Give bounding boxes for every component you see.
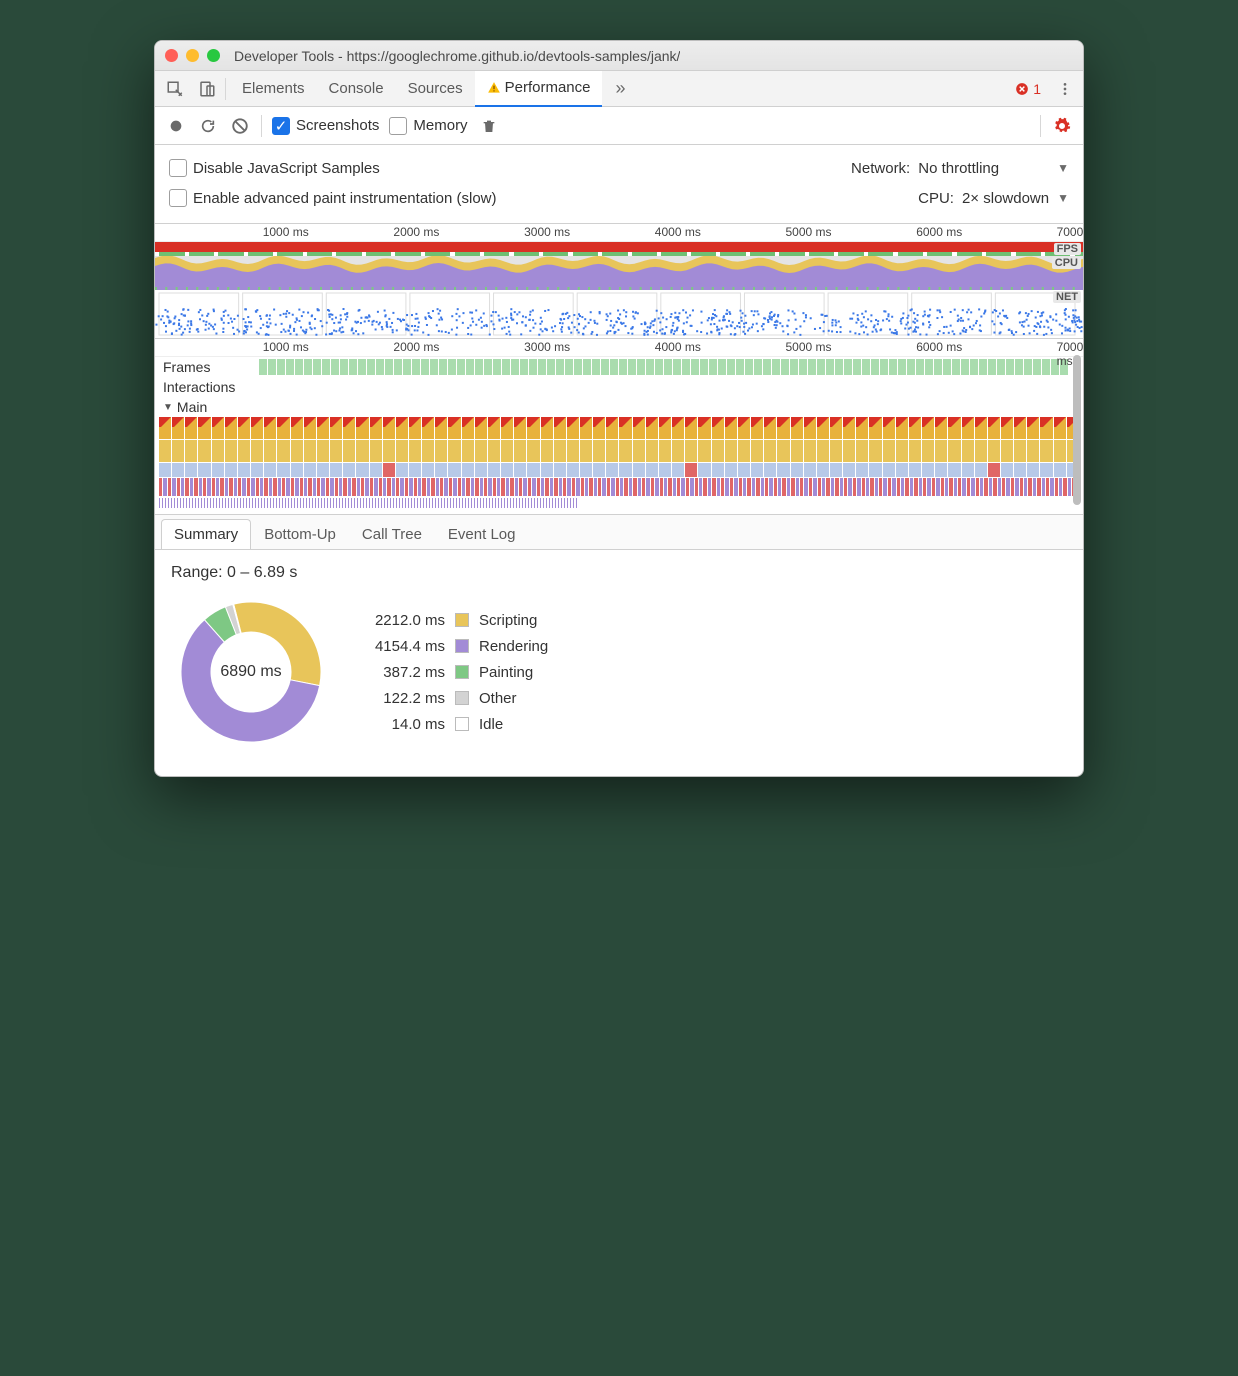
frames-row: Frames	[155, 357, 1083, 377]
cpu-label: CPU	[1052, 257, 1081, 269]
overview-ruler: 1000 ms2000 ms3000 ms4000 ms5000 ms6000 …	[155, 224, 1083, 242]
dropdown-value: 2× slowdown	[962, 190, 1049, 207]
checkbox-icon: ✓	[272, 117, 290, 135]
legend-row: 14.0 msIdle	[355, 711, 548, 737]
inspect-element-icon[interactable]	[161, 75, 189, 103]
dropdown-value: No throttling	[918, 160, 999, 177]
tab-elements[interactable]: Elements	[230, 71, 317, 107]
details-tab-call-tree[interactable]: Call Tree	[349, 519, 435, 549]
perf-toolbar: ✓ Screenshots Memory	[155, 107, 1083, 145]
network-throttling-dropdown[interactable]: No throttling ▼	[918, 160, 1069, 177]
chevron-down-icon: ▼	[1057, 161, 1069, 175]
screenshots-checkbox[interactable]: ✓ Screenshots	[272, 117, 379, 135]
summary-legend: 2212.0 msScripting4154.4 msRendering387.…	[355, 607, 548, 737]
legend-row: 122.2 msOther	[355, 685, 548, 711]
devtools-tabstrip: ElementsConsoleSourcesPerformance » 1	[155, 71, 1083, 107]
memory-checkbox[interactable]: Memory	[389, 117, 467, 135]
tab-sources[interactable]: Sources	[396, 71, 475, 107]
checkbox-label: Screenshots	[296, 117, 379, 134]
chevron-down-icon: ▼	[1057, 191, 1069, 205]
frames-label: Frames	[155, 357, 255, 377]
collect-garbage-icon[interactable]	[478, 115, 500, 137]
details-tab-summary[interactable]: Summary	[161, 519, 251, 549]
collapse-icon: ▼	[163, 402, 173, 413]
error-count: 1	[1033, 81, 1041, 97]
cpu-label: CPU:	[918, 190, 954, 207]
devtools-menu-icon[interactable]	[1053, 77, 1077, 101]
flamechart-scrollbar[interactable]	[1073, 339, 1081, 514]
range-label: Range: 0 – 6.89 s	[171, 564, 1067, 582]
window-titlebar: Developer Tools - https://googlechrome.g…	[155, 41, 1083, 71]
cpu-throttling-dropdown[interactable]: 2× slowdown ▼	[962, 190, 1069, 207]
details-tab-event-log[interactable]: Event Log	[435, 519, 529, 549]
fps-label: FPS	[1054, 243, 1081, 255]
main-label[interactable]: ▼ Main	[155, 397, 1083, 417]
capture-settings-panel: Disable JavaScript Samples Network: No t…	[155, 145, 1083, 224]
traffic-light-zoom-icon[interactable]	[207, 49, 220, 62]
details-tabstrip: SummaryBottom-UpCall TreeEvent Log	[155, 515, 1083, 550]
reload-button[interactable]	[197, 115, 219, 137]
traffic-light-minimize-icon[interactable]	[186, 49, 199, 62]
divider	[1040, 115, 1041, 137]
legend-row: 4154.4 msRendering	[355, 633, 548, 659]
divider	[225, 78, 226, 100]
record-button[interactable]	[165, 115, 187, 137]
main-flamechart[interactable]	[155, 417, 1083, 514]
device-toggle-icon[interactable]	[193, 75, 221, 103]
devtools-window: Developer Tools - https://googlechrome.g…	[154, 40, 1084, 777]
clear-button[interactable]	[229, 115, 251, 137]
fps-track: FPS	[155, 242, 1083, 252]
disable-js-samples-checkbox[interactable]: Disable JavaScript Samples	[169, 159, 380, 177]
cpu-track: CPU	[155, 256, 1083, 290]
details-tab-bottom-up[interactable]: Bottom-Up	[251, 519, 349, 549]
more-tabs-icon[interactable]: »	[606, 75, 634, 103]
checkbox-label: Disable JavaScript Samples	[193, 160, 380, 177]
summary-panel: Range: 0 – 6.89 s 6890 ms 2212.0 msScrip…	[155, 550, 1083, 776]
checkbox-icon	[169, 159, 187, 177]
window-title: Developer Tools - https://googlechrome.g…	[234, 48, 680, 64]
summary-donut-chart: 6890 ms	[171, 592, 331, 752]
donut-total: 6890 ms	[171, 592, 331, 752]
legend-row: 2212.0 msScripting	[355, 607, 548, 633]
interactions-label: Interactions	[155, 377, 1083, 397]
flamechart-ruler: 1000 ms2000 ms3000 ms4000 ms5000 ms6000 …	[155, 339, 1083, 357]
advanced-paint-checkbox[interactable]: Enable advanced paint instrumentation (s…	[169, 189, 497, 207]
legend-row: 387.2 msPainting	[355, 659, 548, 685]
net-label: NET	[1053, 291, 1081, 303]
checkbox-label: Enable advanced paint instrumentation (s…	[193, 190, 497, 207]
network-label: Network:	[851, 160, 910, 177]
checkbox-icon	[169, 189, 187, 207]
traffic-light-close-icon[interactable]	[165, 49, 178, 62]
net-track: NET	[155, 290, 1083, 338]
checkbox-icon	[389, 117, 407, 135]
tab-console[interactable]: Console	[317, 71, 396, 107]
divider	[261, 115, 262, 137]
overview-pane[interactable]: 1000 ms2000 ms3000 ms4000 ms5000 ms6000 …	[155, 224, 1083, 339]
flamechart-pane[interactable]: 1000 ms2000 ms3000 ms4000 ms5000 ms6000 …	[155, 339, 1083, 515]
capture-settings-icon[interactable]	[1051, 115, 1073, 137]
tab-performance[interactable]: Performance	[475, 71, 603, 107]
checkbox-label: Memory	[413, 117, 467, 134]
error-count-badge[interactable]: 1	[1007, 81, 1049, 97]
